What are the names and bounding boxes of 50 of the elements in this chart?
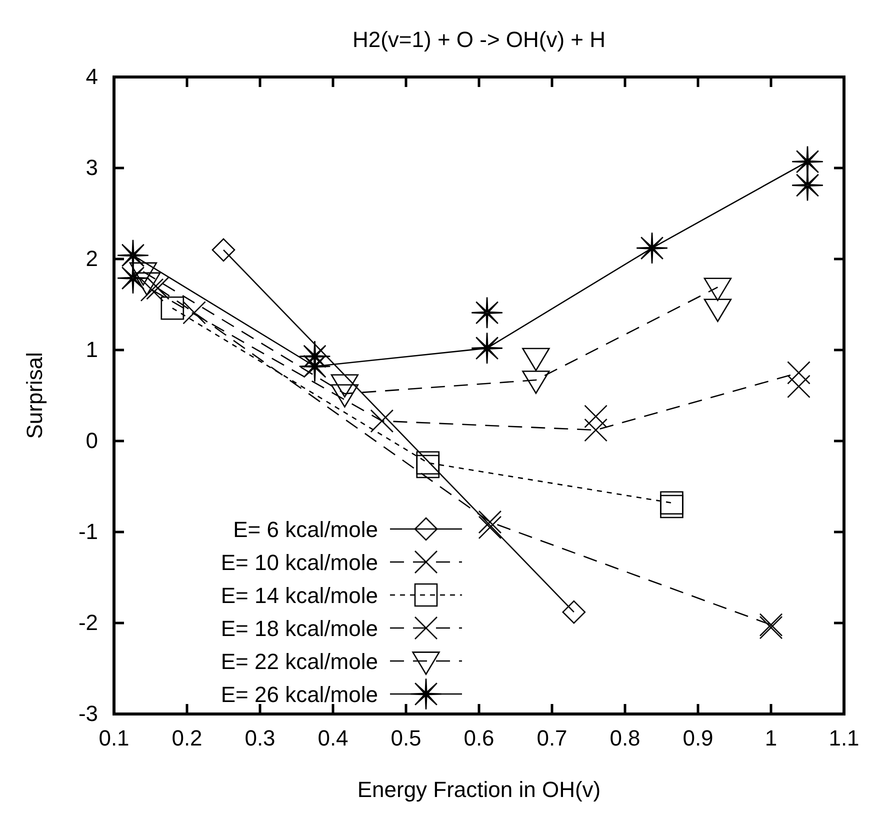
point — [478, 516, 502, 540]
legend-label: E= 18 kcal/mole — [220, 616, 378, 641]
y-tick-label: -2 — [78, 610, 98, 636]
y-tick-label: -3 — [78, 701, 98, 726]
y-tick-label: -1 — [78, 519, 98, 544]
point — [584, 418, 608, 442]
x-tick-label: 0.6 — [464, 726, 494, 751]
x-tick-label: 0.5 — [390, 726, 422, 751]
point — [140, 278, 164, 302]
x-axis-title: Energy Fraction in OH(v) — [357, 777, 601, 802]
point — [660, 494, 684, 518]
x-tick-label: 1 — [764, 726, 778, 751]
y-tick-label: 3 — [86, 155, 98, 180]
x-tick-label: 0.4 — [318, 726, 348, 751]
point — [370, 409, 394, 433]
legend-label: E= 6 kcal/mole — [233, 517, 378, 542]
point — [182, 301, 206, 324]
point — [116, 262, 150, 294]
point — [636, 232, 668, 264]
point — [787, 374, 810, 398]
point — [584, 404, 608, 428]
point — [791, 169, 824, 202]
legend-label: E= 26 kcal/mole — [220, 682, 378, 707]
point — [160, 296, 184, 320]
x-tick-label: 0.2 — [172, 726, 202, 751]
point — [416, 454, 440, 478]
x-tick-label: 0.1 — [98, 726, 130, 751]
point — [212, 238, 236, 262]
point — [562, 600, 586, 624]
point — [470, 296, 504, 329]
legend-label: E= 10 kcal/mole — [220, 550, 378, 575]
legend-label: E= 14 kcal/mole — [220, 583, 378, 608]
y-tick-label: 0 — [86, 428, 98, 454]
chart-title: H2(v=1) + O -> OH(v) + H — [352, 27, 606, 52]
legend-label: E= 22 kcal/mole — [220, 649, 378, 674]
point — [478, 510, 502, 534]
y-axis-title: Surprisal — [22, 352, 47, 439]
x-tick-label: 0.8 — [610, 726, 640, 751]
point — [470, 332, 504, 364]
point — [660, 491, 684, 515]
point — [787, 361, 810, 384]
point — [416, 451, 440, 474]
x-tick-label: 0.3 — [244, 726, 276, 751]
y-tick-label: 2 — [86, 246, 98, 272]
x-tick-label: 1.1 — [828, 726, 860, 751]
y-tick-label: 1 — [86, 337, 98, 362]
point — [146, 276, 170, 300]
x-tick-label: 0.7 — [536, 726, 568, 751]
x-tick-label: 0.9 — [682, 726, 714, 751]
y-tick-label: 4 — [86, 64, 98, 90]
